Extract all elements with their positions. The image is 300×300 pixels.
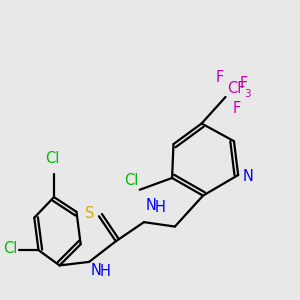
Text: 3: 3 [244,89,251,99]
Text: N: N [91,263,101,278]
Text: CF: CF [227,80,245,95]
Text: F: F [216,70,224,86]
Text: Cl: Cl [3,241,17,256]
Text: N: N [242,169,253,184]
Text: H: H [154,200,166,215]
Text: N: N [146,198,156,213]
Text: S: S [85,206,95,221]
Text: H: H [100,264,111,279]
Text: F: F [232,101,241,116]
Text: Cl: Cl [45,151,60,166]
Text: F: F [240,76,248,91]
Text: Cl: Cl [124,173,138,188]
